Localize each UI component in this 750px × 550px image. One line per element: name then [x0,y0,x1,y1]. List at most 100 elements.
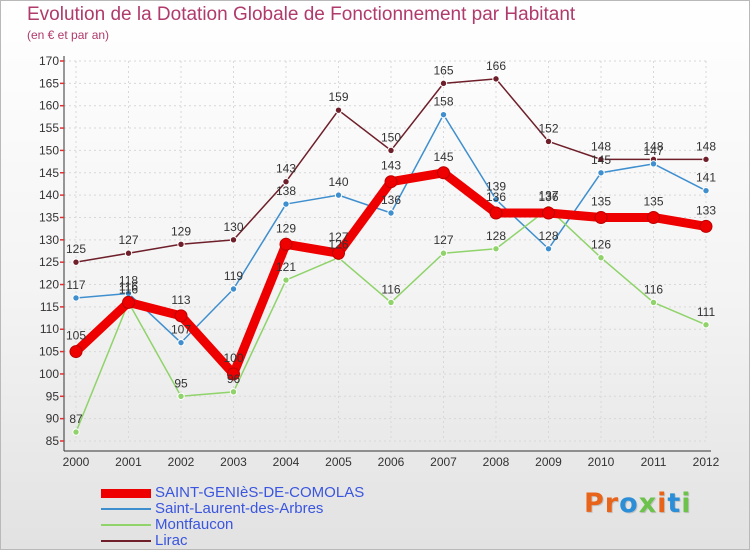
data-label-lirac: 127 [118,233,138,247]
data-label-lirac: 148 [696,139,716,153]
y-tick-label: 110 [40,322,59,336]
data-point-montfaucon [492,245,500,253]
data-label-montfaucon: 111 [697,305,716,319]
data-label-lirac: 159 [328,90,348,104]
data-point-lirac [597,155,605,164]
logo-letter: x [638,488,658,519]
data-label-saint-laurent-des-arbres: 140 [328,175,348,189]
data-label-saint-laurent-des-arbres: 138 [276,184,296,198]
y-tick-label: 150 [39,143,59,157]
data-label-saint-laurent-des-arbres: 145 [591,153,611,167]
data-label-lirac: 148 [643,139,663,153]
data-label-saint-laurent-des-arbres: 107 [171,323,191,337]
data-point-saint-geni-s-de-comolas [594,210,608,224]
x-tick-label: 2001 [115,455,142,469]
data-label-lirac: 150 [381,130,401,144]
data-label-saint-laurent-des-arbres: 139 [486,180,506,194]
chart-title: Evolution de la Dotation Globale de Fonc… [27,4,576,25]
data-point-lirac [334,106,343,114]
proxiti-logo: Proxiti [584,488,692,519]
data-label-saint-geni-s-de-comolas: 100 [223,351,243,365]
data-point-montfaucon [229,388,238,396]
y-tick-label: 105 [39,345,59,359]
data-label-saint-geni-s-de-comolas: 113 [171,293,190,307]
data-point-montfaucon [282,276,290,284]
logo-letter: t [667,488,682,519]
y-tick-label: 115 [40,300,59,314]
x-tick-label: 2008 [483,455,510,469]
data-point-montfaucon [597,254,605,262]
y-tick-label: 100 [39,367,59,381]
logo-letter: P [584,488,605,519]
data-label-montfaucon: 96 [227,372,241,386]
data-label-saint-laurent-des-arbres: 119 [224,269,243,283]
x-tick-label: 2009 [535,455,562,469]
x-tick-label: 2002 [168,455,195,469]
y-tick-label: 90 [46,412,60,426]
y-tick-label: 155 [39,121,59,135]
data-label-lirac: 166 [486,59,506,73]
data-label-lirac: 152 [538,121,558,135]
legend-swatch [101,524,151,526]
data-label-saint-geni-s-de-comolas: 133 [696,203,716,217]
data-label-montfaucon: 116 [644,282,663,296]
data-label-saint-laurent-des-arbres: 147 [643,144,663,158]
data-point-montfaucon [702,321,710,329]
y-tick-label: 125 [39,255,59,269]
legend-label: Montfaucon [155,516,234,533]
legend-swatch [101,540,151,542]
data-point-saint-geni-s-de-comolas [227,367,240,381]
data-point-montfaucon [387,298,395,307]
data-point-saint-geni-s-de-comolas [489,206,503,220]
data-label-montfaucon: 121 [276,260,296,274]
x-tick-label: 2011 [641,455,667,469]
tick-labels: 85 90 95 100 105 110 115 120 125 130 135 140 145 150 1… [39,54,720,469]
data-point-saint-laurent-des-arbres [649,160,658,168]
data-point-saint-geni-s-de-comolas [384,175,398,189]
data-label-saint-geni-s-de-comolas: 136 [486,190,506,204]
data-label-montfaucon: 116 [381,282,400,296]
data-point-lirac [72,258,80,266]
data-label-saint-geni-s-de-comolas: 105 [66,329,86,343]
y-tick-label: 165 [39,76,59,90]
data-label-montfaucon: 116 [119,282,138,296]
data-point-saint-geni-s-de-comolas [542,206,555,220]
logo-letter: r [604,488,620,519]
data-point-saint-geni-s-de-comolas [69,345,83,359]
data-point-lirac [439,79,448,88]
data-label-montfaucon: 126 [591,238,611,252]
data-point-saint-laurent-des-arbres [229,285,238,293]
data-label-saint-geni-s-de-comolas: 135 [591,194,611,208]
data-point-saint-laurent-des-arbres [387,209,395,217]
data-label-saint-geni-s-de-comolas: 136 [538,190,558,204]
data-label-montfaucon: 87 [69,412,83,426]
data-point-saint-geni-s-de-comolas [174,309,188,323]
data-label-saint-geni-s-de-comolas: 129 [276,221,296,235]
legend-label: Saint-Laurent-des-Arbres [155,500,324,517]
data-point-saint-laurent-des-arbres [544,245,553,253]
data-label-saint-laurent-des-arbres: 128 [538,229,558,243]
data-label-saint-geni-s-de-comolas: 135 [643,194,663,208]
x-tick-label: 2012 [693,455,720,469]
y-tick-label: 135 [39,210,59,224]
grid-lines [64,60,707,442]
data-point-lirac [387,146,395,155]
data-point-saint-laurent-des-arbres [597,169,605,177]
x-tick-label: 2007 [430,455,457,469]
y-tick-label: 170 [39,54,59,68]
data-point-saint-laurent-des-arbres [334,191,343,199]
data-point-saint-laurent-des-arbres [282,200,290,208]
data-point-saint-geni-s-de-comolas [699,219,713,233]
data-point-lirac [282,178,290,186]
data-label-saint-laurent-des-arbres: 118 [119,273,138,287]
chart-subtitle: (en € et par an) [27,28,110,42]
data-point-saint-geni-s-de-comolas [437,166,450,180]
data-label-montfaucon: 137 [538,189,558,203]
data-point-saint-laurent-des-arbres [439,110,448,119]
data-point-lirac [124,249,133,257]
x-tick-label: 2000 [63,455,90,469]
data-label-lirac: 130 [223,220,243,234]
